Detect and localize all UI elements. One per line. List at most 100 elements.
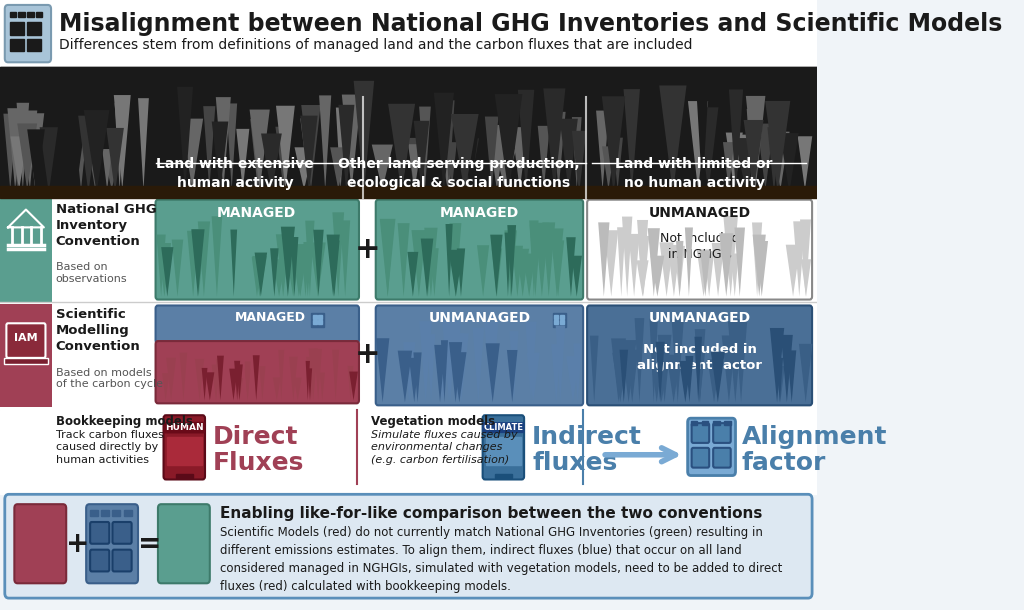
Polygon shape: [292, 244, 306, 296]
FancyBboxPatch shape: [5, 494, 812, 598]
Polygon shape: [187, 231, 200, 296]
Polygon shape: [446, 142, 457, 190]
Polygon shape: [276, 106, 295, 190]
Polygon shape: [700, 122, 720, 193]
Polygon shape: [560, 119, 578, 193]
Polygon shape: [753, 235, 766, 296]
FancyBboxPatch shape: [156, 199, 359, 300]
Polygon shape: [172, 240, 183, 296]
Polygon shape: [84, 110, 110, 193]
Polygon shape: [237, 364, 243, 400]
Polygon shape: [408, 252, 419, 296]
Polygon shape: [138, 98, 148, 190]
Polygon shape: [780, 133, 799, 193]
Polygon shape: [272, 259, 286, 296]
Polygon shape: [734, 138, 758, 193]
Polygon shape: [571, 117, 582, 190]
Polygon shape: [781, 335, 793, 403]
Bar: [554, 315, 558, 319]
Polygon shape: [329, 240, 340, 296]
Polygon shape: [590, 336, 599, 403]
Polygon shape: [652, 367, 662, 403]
Bar: [9, 38, 24, 51]
Bar: [27, 12, 34, 17]
Polygon shape: [245, 368, 251, 400]
Polygon shape: [454, 337, 464, 403]
Text: Scientific Models (red) do not currently match National GHG Inventories (green) : Scientific Models (red) do not currently…: [220, 526, 782, 593]
Polygon shape: [443, 100, 455, 190]
Polygon shape: [522, 254, 536, 296]
Bar: [27, 22, 42, 35]
Polygon shape: [800, 220, 811, 296]
Polygon shape: [655, 367, 668, 403]
Polygon shape: [115, 103, 125, 190]
Polygon shape: [490, 235, 503, 296]
Text: Scientific
Modelling
Convention: Scientific Modelling Convention: [56, 309, 140, 353]
Polygon shape: [372, 145, 393, 190]
Polygon shape: [688, 101, 709, 190]
Polygon shape: [696, 84, 709, 193]
Polygon shape: [487, 125, 507, 190]
Polygon shape: [495, 94, 522, 193]
Polygon shape: [516, 249, 529, 296]
Polygon shape: [198, 221, 210, 296]
Polygon shape: [162, 373, 169, 400]
Polygon shape: [336, 107, 345, 190]
Text: =: =: [138, 529, 162, 558]
FancyBboxPatch shape: [90, 522, 110, 544]
Polygon shape: [340, 220, 350, 296]
Polygon shape: [212, 217, 222, 296]
Polygon shape: [193, 229, 205, 296]
FancyBboxPatch shape: [691, 448, 710, 468]
Polygon shape: [229, 368, 238, 400]
Polygon shape: [604, 230, 618, 296]
Polygon shape: [650, 256, 665, 296]
Bar: [0, 198, 817, 411]
Polygon shape: [424, 228, 437, 296]
Polygon shape: [216, 97, 230, 190]
Polygon shape: [723, 142, 734, 190]
Polygon shape: [319, 373, 325, 400]
Text: Enabling like-for-like comparison between the two conventions: Enabling like-for-like comparison betwee…: [220, 506, 763, 521]
Polygon shape: [409, 138, 419, 190]
Polygon shape: [376, 338, 389, 403]
FancyBboxPatch shape: [158, 504, 210, 583]
Text: +: +: [67, 529, 90, 558]
Bar: [318, 315, 323, 319]
Polygon shape: [552, 112, 565, 190]
FancyBboxPatch shape: [5, 5, 51, 62]
Polygon shape: [300, 118, 318, 190]
Polygon shape: [617, 228, 626, 296]
Polygon shape: [756, 241, 768, 296]
Polygon shape: [573, 343, 582, 403]
Polygon shape: [708, 359, 721, 403]
Polygon shape: [308, 348, 317, 400]
Polygon shape: [799, 344, 812, 403]
Bar: [560, 320, 564, 325]
Bar: [101, 510, 110, 516]
Polygon shape: [698, 107, 719, 193]
Polygon shape: [485, 343, 500, 403]
Polygon shape: [484, 117, 499, 190]
Polygon shape: [679, 361, 691, 403]
Text: Land with extensive
human activity: Land with extensive human activity: [157, 157, 314, 190]
Polygon shape: [332, 350, 339, 400]
Polygon shape: [308, 368, 312, 400]
Polygon shape: [473, 328, 484, 403]
Polygon shape: [440, 146, 456, 190]
Polygon shape: [552, 240, 564, 296]
Bar: [0, 411, 817, 494]
Polygon shape: [667, 354, 681, 403]
Polygon shape: [454, 333, 469, 403]
Bar: [0, 198, 52, 301]
Text: +: +: [355, 235, 381, 264]
Polygon shape: [685, 356, 693, 403]
Polygon shape: [314, 349, 322, 400]
Polygon shape: [106, 128, 124, 193]
Polygon shape: [437, 351, 446, 403]
Polygon shape: [157, 235, 166, 296]
Polygon shape: [451, 114, 478, 193]
Polygon shape: [3, 113, 17, 190]
Polygon shape: [505, 231, 517, 296]
FancyBboxPatch shape: [376, 306, 583, 405]
